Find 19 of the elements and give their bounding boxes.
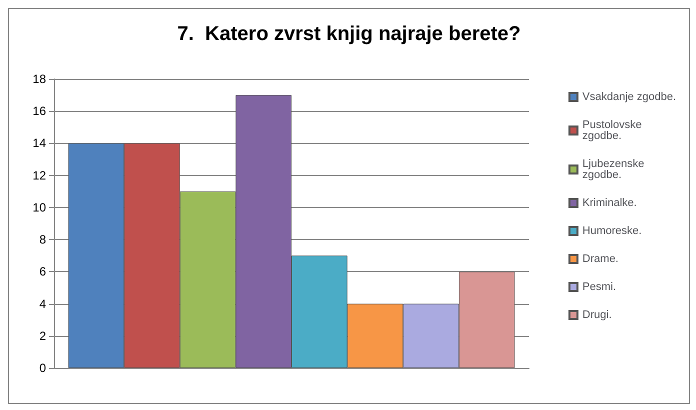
legend-label: Kriminalke.: [582, 197, 637, 209]
y-tick-label: 12: [32, 168, 46, 182]
legend-label: Pustolovske zgodbe.: [582, 119, 645, 142]
y-tick-label: 18: [32, 72, 46, 86]
chart-title: 7. Katero zvrst knjig najraje berete?: [177, 23, 521, 45]
y-tick-label: 16: [32, 104, 46, 118]
y-tick-label: 2: [39, 328, 46, 343]
y-tick-label: 0: [39, 361, 46, 375]
legend-label: Drugi.: [582, 309, 612, 321]
y-tick-label: 14: [32, 136, 46, 150]
legend-label: Ljubezenske zgodbe.: [582, 158, 648, 181]
y-tick-label: 4: [39, 296, 46, 311]
legend-label: Drame.: [582, 253, 618, 265]
legend-label: Vsakdanje zgodbe.: [582, 91, 676, 103]
y-tick-label: 10: [32, 200, 46, 214]
legend-label: Humoreske.: [582, 225, 642, 237]
y-tick-label: 8: [39, 232, 46, 247]
y-tick-label: 6: [39, 264, 46, 279]
legend-label: Pesmi.: [582, 281, 616, 293]
